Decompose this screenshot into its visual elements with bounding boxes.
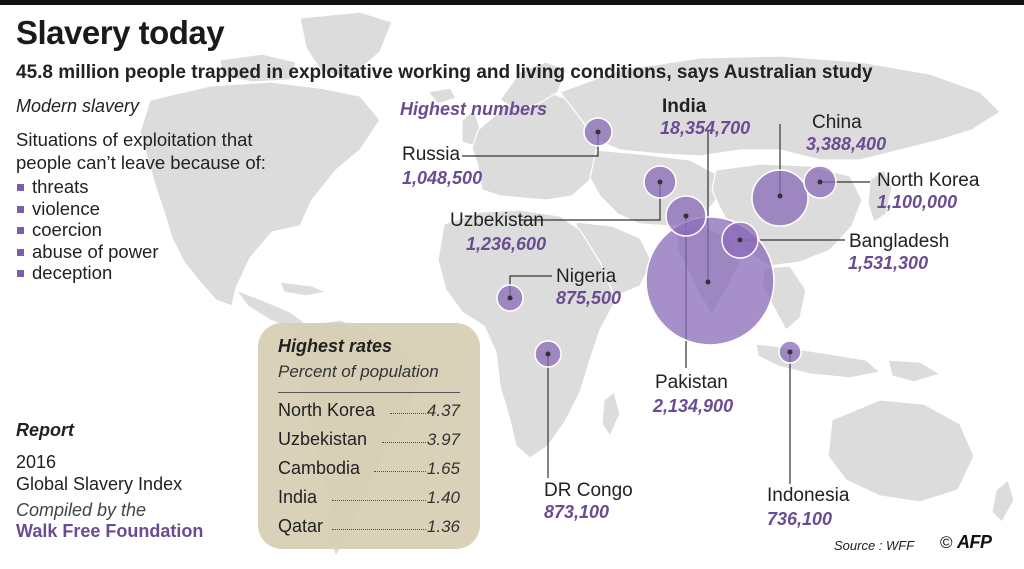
reason-item: abuse of power: [16, 241, 159, 263]
reason-item: coercion: [16, 219, 159, 241]
country-value-russia: 1,048,500: [402, 168, 483, 188]
country-value-bangladesh: 1,531,300: [848, 253, 929, 273]
reasons-list: threats violence coercion abuse of power…: [16, 176, 159, 284]
rate-leader: [332, 529, 426, 530]
country-label-indonesia: Indonesia: [767, 485, 850, 506]
report-heading: Report: [16, 420, 74, 440]
country-label-russia: Russia: [402, 144, 461, 165]
russia-shape: [559, 55, 1001, 161]
africa-shape: [437, 209, 617, 459]
country-label-bangladesh: Bangladesh: [849, 231, 950, 252]
japan-shape: [867, 169, 893, 223]
organization-name: Walk Free Foundation: [16, 521, 204, 541]
canadian-islands-shape: [219, 53, 297, 83]
dot-uzbekistan: [657, 179, 663, 185]
rate-leader: [382, 442, 426, 443]
country-label-uzbekistan: Uzbekistan: [450, 210, 544, 231]
rate-value: 1.65: [426, 459, 460, 478]
country-value-drcongo: 873,100: [544, 502, 610, 522]
country-value-china: 3,388,400: [806, 134, 887, 154]
country-label-drcongo: DR Congo: [544, 480, 633, 501]
europe-shape: [471, 91, 601, 201]
dot-pakistan: [683, 213, 689, 219]
rate-leader: [390, 413, 426, 414]
dot-bangladesh: [737, 237, 743, 243]
rate-row: India 1.40: [278, 487, 460, 511]
country-value-india: 18,354,700: [660, 118, 751, 138]
highest-rates-panel: [258, 323, 480, 549]
page-title: Slavery today: [16, 14, 225, 51]
iceland-shape: [427, 87, 457, 105]
country-label-india: India: [662, 96, 707, 117]
compiled-by: Compiled by the: [16, 500, 147, 520]
rate-row: Qatar 1.36: [278, 516, 460, 540]
rate-country: Cambodia: [278, 458, 361, 478]
rate-row: Cambodia 1.65: [278, 458, 460, 482]
rate-row: North Korea 4.37: [278, 400, 460, 424]
rate-value: 4.37: [426, 401, 460, 420]
reason-item: threats: [16, 176, 159, 198]
page-subtitle: 45.8 million people trapped in exploitat…: [16, 62, 873, 83]
scandinavia-shape: [499, 61, 567, 111]
dot-china: [777, 193, 783, 199]
dot-india: [705, 279, 711, 285]
modern-slavery-heading: Modern slavery: [16, 96, 140, 116]
source-credit: Source : WFF: [834, 538, 915, 553]
rate-value: 1.36: [426, 517, 460, 536]
modern-slavery-description: Situations of exploitation that people c…: [16, 129, 266, 173]
dot-nigeria: [507, 295, 513, 301]
new-zealand-shape: [991, 479, 1015, 523]
top-rule: [0, 0, 1024, 5]
country-label-nigeria: Nigeria: [556, 266, 617, 287]
indonesia-shape: [755, 343, 881, 379]
australia-shape: [827, 399, 975, 503]
report-name: Global Slavery Index: [16, 474, 183, 494]
rate-value: 3.97: [426, 430, 460, 449]
dot-north-korea: [817, 179, 823, 185]
rate-leader: [374, 471, 426, 472]
country-label-north-korea: North Korea: [877, 170, 980, 191]
rate-country: North Korea: [278, 400, 376, 420]
rate-value: 1.40: [426, 488, 460, 507]
rate-country: Qatar: [278, 516, 324, 536]
copyright-icon: ©: [940, 533, 953, 552]
country-value-nigeria: 875,500: [556, 288, 622, 308]
reason-item: violence: [16, 198, 159, 220]
rate-leader: [332, 500, 426, 501]
report-year: 2016: [16, 452, 57, 472]
dot-russia: [595, 129, 601, 135]
agency-logo: AFP: [957, 532, 992, 552]
caribbean-shape: [279, 281, 327, 297]
greenland-shape: [299, 11, 393, 79]
rate-country: India: [278, 487, 318, 507]
madagascar-shape: [601, 391, 621, 437]
country-value-pakistan: 2,134,900: [653, 396, 734, 416]
highest-numbers-heading: Highest numbers: [400, 99, 548, 119]
rates-divider: [278, 392, 460, 393]
north-america-shape: [139, 81, 381, 307]
country-value-north-korea: 1,100,000: [877, 192, 958, 212]
rate-row: Uzbekistan 3.97: [278, 429, 460, 453]
new-guinea-shape: [887, 359, 941, 383]
country-label-pakistan: Pakistan: [655, 372, 728, 393]
country-value-indonesia: 736,100: [767, 509, 833, 529]
rate-country: Uzbekistan: [278, 429, 368, 449]
highest-rates-heading: Highest rates: [278, 336, 393, 356]
highest-rates-subheading: Percent of population: [278, 362, 439, 381]
reason-item: deception: [16, 262, 159, 284]
dot-drcongo: [545, 351, 551, 357]
country-value-uzbekistan: 1,236,600: [466, 234, 547, 254]
dot-indonesia: [787, 349, 793, 355]
country-label-china: China: [812, 112, 862, 133]
